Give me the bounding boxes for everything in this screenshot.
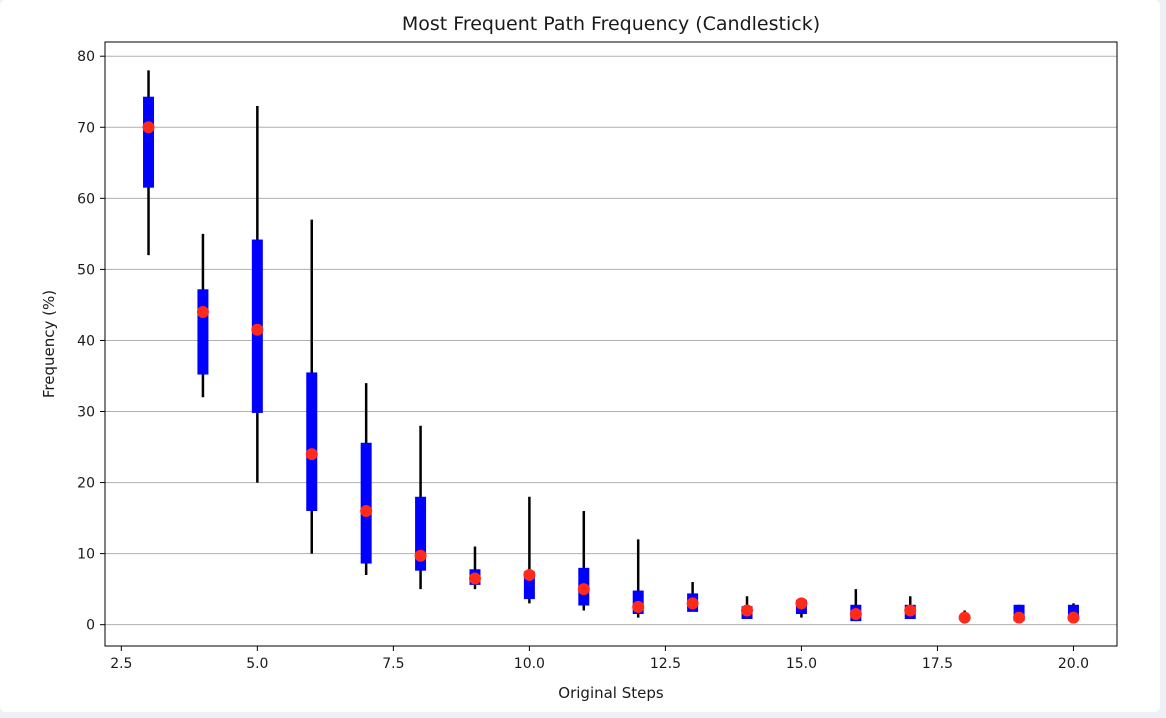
- candle-step-15: [795, 597, 808, 618]
- candle-step-11: [577, 510, 590, 611]
- plot-area-border: [104, 41, 1118, 647]
- x-tick-label: 5.0: [246, 656, 268, 672]
- candle-marker: [305, 448, 318, 461]
- x-tick-label: 12.5: [650, 656, 681, 672]
- candle-marker: [795, 597, 808, 610]
- candle-step-19: [1013, 604, 1026, 624]
- candle-body: [360, 442, 372, 564]
- candle-step-5: [251, 105, 264, 483]
- x-axis-label: Original Steps: [558, 684, 664, 702]
- candle-step-20: [1067, 603, 1080, 624]
- x-tick-label: 17.5: [922, 656, 953, 672]
- candle-marker: [577, 583, 590, 596]
- y-tick-label: 70: [77, 120, 95, 136]
- candle-marker: [360, 504, 373, 517]
- candle-marker: [686, 597, 699, 610]
- candle-body: [197, 289, 209, 375]
- y-tick-label: 10: [77, 547, 95, 563]
- chart-title: Most Frequent Path Frequency (Candlestic…: [402, 13, 820, 35]
- candle-step-12: [632, 539, 645, 618]
- candles: [142, 70, 1080, 624]
- candle-step-6: [305, 219, 318, 554]
- candle-marker: [251, 323, 264, 336]
- y-tick-label: 50: [77, 262, 95, 278]
- candle-step-13: [686, 582, 699, 612]
- candle-marker: [142, 121, 155, 134]
- x-tick-label: 2.5: [110, 656, 132, 672]
- candle-body: [306, 372, 318, 511]
- candle-body: [143, 96, 155, 188]
- candle-step-17: [904, 596, 917, 619]
- candle-marker: [1067, 611, 1080, 624]
- candle-marker: [958, 611, 971, 624]
- candle-step-16: [849, 589, 862, 622]
- x-tick-label: 10.0: [514, 656, 545, 672]
- candle-step-4: [196, 233, 209, 398]
- x-tick-label: 7.5: [382, 656, 404, 672]
- candle-body: [415, 496, 427, 571]
- candle-step-18: [958, 610, 971, 624]
- candle-step-7: [360, 383, 373, 575]
- candle-marker: [1013, 611, 1026, 624]
- y-tick-label: 20: [77, 476, 95, 492]
- y-tick-label: 80: [77, 49, 95, 65]
- candle-step-14: [741, 596, 754, 619]
- candle-marker: [468, 572, 481, 585]
- y-tick-label: 0: [86, 618, 95, 634]
- y-axis-label: Frequency (%): [40, 290, 58, 398]
- candle-step-9: [468, 546, 481, 590]
- y-tick-label: 30: [77, 405, 95, 421]
- candle-body: [523, 571, 535, 600]
- candle-marker: [849, 608, 862, 621]
- candle-step-10: [523, 496, 536, 604]
- candle-step-3: [142, 70, 155, 256]
- x-tick-label: 20.0: [1058, 656, 1089, 672]
- candle-step-8: [414, 425, 427, 590]
- x-axis-ticks: 2.5 5.0 7.5 10.0 12.5 15.0 17.5 20.0: [110, 646, 1089, 672]
- candle-marker: [414, 549, 427, 562]
- candle-marker: [904, 604, 917, 617]
- candle-marker: [196, 306, 209, 319]
- y-tick-label: 40: [77, 333, 95, 349]
- y-tick-label: 60: [77, 191, 95, 207]
- candle-marker: [741, 604, 754, 617]
- candle-marker: [523, 568, 536, 581]
- gridlines: [105, 55, 1117, 626]
- y-axis-ticks: 0 10 20 30 40 50 60 70 80: [77, 49, 105, 634]
- x-tick-label: 15.0: [786, 656, 817, 672]
- candle-marker: [632, 600, 645, 613]
